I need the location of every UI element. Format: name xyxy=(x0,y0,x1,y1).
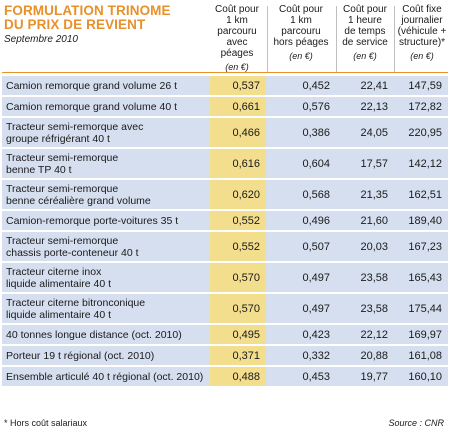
row-value: 0,488 xyxy=(210,367,266,386)
table-row: Tracteur semi-remorque chassis porte-con… xyxy=(2,232,448,261)
column-header-unit: (en €) xyxy=(289,51,313,61)
row-label: Camion remorque grand volume 26 t xyxy=(6,79,178,92)
row-value: 19,77 xyxy=(360,370,388,383)
row-value: 21,60 xyxy=(360,214,388,227)
row-value: 0,497 xyxy=(302,271,330,284)
column-header-unit: (en €) xyxy=(225,62,249,72)
row-value: 0,453 xyxy=(302,370,330,383)
row-value: 0,537 xyxy=(210,76,266,95)
footnote: * Hors coût salariaux xyxy=(4,418,88,428)
row-label: Tracteur citerne inox liquide alimentair… xyxy=(6,265,112,290)
row-label: Tracteur semi-remorque chassis porte-con… xyxy=(6,234,139,259)
table-row: Camion remorque grand volume 26 t 0,537 0,… xyxy=(2,76,448,95)
row-value: 23,58 xyxy=(360,271,388,284)
row-value: 160,10 xyxy=(408,370,442,383)
row-value: 167,23 xyxy=(408,240,442,253)
row-value: 162,51 xyxy=(408,188,442,201)
column-header-unit: (en €) xyxy=(353,51,377,61)
table-row: Tracteur semi-remorque avec groupe réfri… xyxy=(2,118,448,147)
header-divider xyxy=(2,72,448,73)
row-label: Tracteur citerne bitronconique liquide a… xyxy=(6,296,146,321)
row-value: 21,35 xyxy=(360,188,388,201)
row-value: 0,552 xyxy=(210,211,266,230)
row-label: Tracteur semi-remorque benne TP 40 t xyxy=(6,151,119,176)
column-header-unit: (en €) xyxy=(410,51,434,61)
column-header: Coût fixe journalier (véhicule + structu… xyxy=(396,4,448,68)
row-label: Tracteur semi-remorque avec groupe réfri… xyxy=(6,120,144,145)
row-value: 24,05 xyxy=(360,126,388,139)
row-value: 0,552 xyxy=(210,232,266,261)
table-row: 40 tonnes longue distance (oct. 2010) 0,4… xyxy=(2,325,448,344)
column-divider xyxy=(267,6,268,72)
row-label: Camion-remorque porte-voitures 35 t xyxy=(6,214,179,227)
row-value: 22,13 xyxy=(360,100,388,113)
row-value: 0,570 xyxy=(210,263,266,292)
row-value: 22,41 xyxy=(360,79,388,92)
row-value: 172,82 xyxy=(408,100,442,113)
row-value: 0,423 xyxy=(302,328,330,341)
title-line-1: FORMULATION TRINOME xyxy=(4,3,171,18)
row-value: 0,570 xyxy=(210,294,266,323)
subtitle: Septembre 2010 xyxy=(4,34,78,45)
table-row: Camion-remorque porte-voitures 35 t 0,552… xyxy=(2,211,448,230)
title-line-2: DU PRIX DE REVIENT xyxy=(4,17,146,32)
row-value: 0,568 xyxy=(302,188,330,201)
table-title: FORMULATION TRINOME DU PRIX DE REVIENT S… xyxy=(4,3,204,46)
column-header-label: Coût pour 1 km parcouru avec péages xyxy=(215,4,259,59)
row-value: 0,576 xyxy=(302,100,330,113)
column-header-label: Coût pour 1 heure de temps de service xyxy=(342,4,388,48)
source-credit: Source : CNR xyxy=(388,418,444,428)
row-value: 17,57 xyxy=(360,157,388,170)
table-row: Tracteur semi-remorque benne TP 40 t 0,61… xyxy=(2,149,448,178)
row-value: 189,40 xyxy=(408,214,442,227)
table-body: Camion remorque grand volume 26 t 0,537 0,… xyxy=(2,76,448,388)
row-value: 0,452 xyxy=(302,79,330,92)
row-value: 0,497 xyxy=(302,302,330,315)
row-value: 161,08 xyxy=(408,349,442,362)
row-value: 0,466 xyxy=(210,118,266,147)
column-divider xyxy=(336,6,337,72)
column-divider xyxy=(394,6,395,72)
row-value: 0,371 xyxy=(210,346,266,365)
row-value: 0,386 xyxy=(302,126,330,139)
row-value: 20,03 xyxy=(360,240,388,253)
column-header: Coût pour 1 km parcouru avec péages (en … xyxy=(210,4,264,72)
row-value: 0,496 xyxy=(302,214,330,227)
table-row: Tracteur citerne bitronconique liquide a… xyxy=(2,294,448,323)
table-row: Tracteur citerne inox liquide alimentair… xyxy=(2,263,448,292)
row-value: 169,97 xyxy=(408,328,442,341)
row-value: 0,332 xyxy=(302,349,330,362)
row-value: 0,661 xyxy=(210,97,266,116)
column-header-label: Coût fixe journalier (véhicule + structu… xyxy=(397,4,447,48)
row-value: 0,604 xyxy=(302,157,330,170)
table-row: Tracteur semi-remorque benne céréalière … xyxy=(2,180,448,209)
column-header-label: Coût pour 1 km parcouru hors péages xyxy=(273,4,329,48)
column-header: Coût pour 1 km parcouru hors péages (en … xyxy=(270,4,332,68)
table-row: Ensemble articulé 40 t régional (oct. 20… xyxy=(2,367,448,386)
column-header: Coût pour 1 heure de temps de service (e… xyxy=(338,4,392,68)
row-label: Camion remorque grand volume 40 t xyxy=(6,100,178,113)
row-label: 40 tonnes longue distance (oct. 2010) xyxy=(6,328,182,341)
row-value: 20,88 xyxy=(360,349,388,362)
row-value: 142,12 xyxy=(408,157,442,170)
row-value: 175,44 xyxy=(408,302,442,315)
row-value: 0,616 xyxy=(210,149,266,178)
row-value: 22,12 xyxy=(360,328,388,341)
row-label: Ensemble articulé 40 t régional (oct. 20… xyxy=(6,370,204,383)
row-value: 165,43 xyxy=(408,271,442,284)
row-label: Porteur 19 t régional (oct. 2010) xyxy=(6,349,155,362)
row-value: 147,59 xyxy=(408,79,442,92)
row-value: 0,507 xyxy=(302,240,330,253)
row-label: Tracteur semi-remorque benne céréalière … xyxy=(6,182,151,207)
table-row: Camion remorque grand volume 40 t 0,661 0,… xyxy=(2,97,448,116)
row-value: 0,620 xyxy=(210,180,266,209)
row-value: 0,495 xyxy=(210,325,266,344)
table-row: Porteur 19 t régional (oct. 2010) 0,371 0,… xyxy=(2,346,448,365)
row-value: 23,58 xyxy=(360,302,388,315)
row-value: 220,95 xyxy=(408,126,442,139)
